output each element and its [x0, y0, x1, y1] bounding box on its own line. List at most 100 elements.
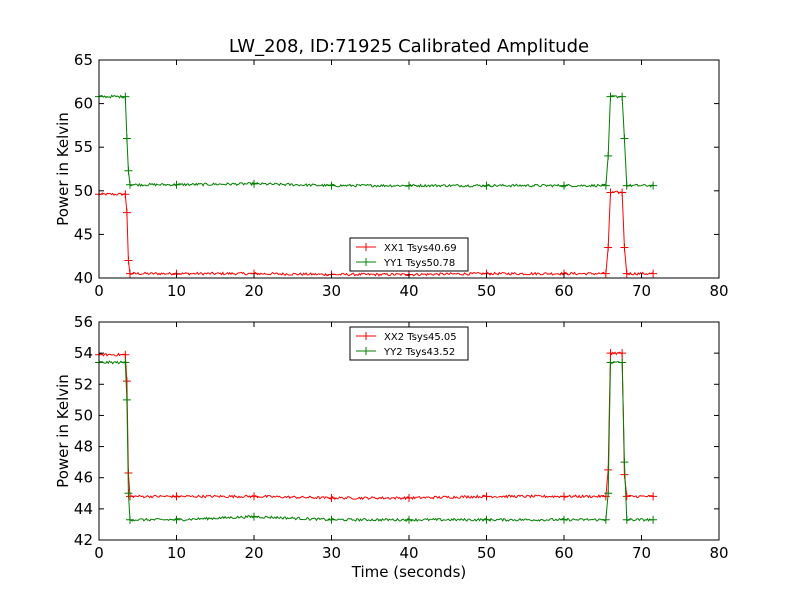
data-point-marker — [122, 134, 131, 143]
x-tick-label: 0 — [94, 544, 104, 562]
data-point-marker — [620, 134, 629, 143]
chart-title: LW_208, ID:71925 Calibrated Amplitude — [229, 36, 589, 57]
x-tick-label: 20 — [244, 282, 263, 300]
y-tick-label: 52 — [74, 375, 93, 393]
data-point-marker — [405, 515, 413, 524]
data-point-marker — [482, 181, 491, 190]
data-point-marker — [250, 512, 258, 521]
legend-box — [349, 237, 469, 272]
data-point-marker — [649, 492, 658, 501]
data-point-marker — [649, 269, 658, 278]
data-point-marker — [172, 180, 181, 189]
legend-label: XX1 Tsys40.69 — [384, 243, 457, 254]
y-tick-label: 56 — [74, 313, 93, 331]
data-point-marker — [649, 181, 658, 190]
data-point-marker — [172, 492, 181, 501]
data-point-marker — [622, 492, 631, 501]
x-tick-label: 10 — [167, 544, 186, 562]
y-tick-label: 48 — [74, 438, 93, 456]
data-point-marker — [124, 256, 133, 265]
data-point-marker — [601, 515, 610, 524]
data-point-marker — [606, 358, 615, 367]
data-point-marker — [482, 515, 491, 524]
y-tick-label: 42 — [74, 531, 93, 549]
legend-marker — [362, 332, 370, 340]
y-tick-label: 45 — [74, 225, 93, 243]
x-tick-label: 80 — [709, 544, 728, 562]
data-point-marker — [560, 515, 568, 524]
data-point-marker — [618, 358, 627, 367]
y-tick-label: 50 — [74, 182, 93, 200]
legend-marker — [362, 347, 370, 355]
data-point-marker — [126, 269, 134, 278]
data-point-marker — [622, 269, 631, 278]
data-point-marker — [620, 458, 629, 467]
data-point-marker — [124, 166, 133, 175]
data-point-marker — [618, 92, 627, 101]
data-point-marker — [122, 208, 131, 217]
data-point-marker — [649, 515, 658, 524]
y-tick-label: 44 — [74, 500, 93, 518]
data-point-marker — [126, 180, 134, 189]
legend-box — [349, 326, 469, 361]
x-tick-label: 30 — [322, 282, 341, 300]
data-point-marker — [250, 492, 258, 501]
data-point-marker — [560, 181, 568, 190]
legend-marker — [362, 243, 370, 251]
y-tick-label: 50 — [74, 406, 93, 424]
data-point-marker — [121, 350, 130, 359]
data-point-marker — [560, 492, 568, 501]
x-tick-label: 70 — [632, 544, 651, 562]
x-tick-label: 70 — [632, 282, 651, 300]
data-point-marker — [172, 515, 181, 524]
legend: XX2 Tsys45.05 YY2 Tsys43.52 — [349, 326, 469, 361]
data-point-marker — [601, 269, 610, 278]
data-point-marker — [121, 358, 130, 367]
data-point-marker — [122, 395, 131, 404]
data-point-marker — [121, 190, 130, 199]
data-point-marker — [622, 515, 631, 524]
data-point-marker — [606, 92, 615, 101]
x-tick-label: 10 — [167, 282, 186, 300]
data-point-marker — [327, 515, 336, 524]
data-point-marker — [620, 243, 629, 252]
data-point-marker — [601, 181, 610, 190]
data-point-marker — [405, 181, 413, 190]
x-tick-label: 40 — [399, 544, 418, 562]
top-subplot: 0 10 20 30 40 50 60 70 80 40 45 50 55 60 65 LW_208, ID:… — [54, 36, 729, 300]
legend-label: YY1 Tsys50.78 — [383, 258, 455, 269]
x-tick-label: 60 — [554, 282, 573, 300]
y-tick-label: 54 — [74, 344, 93, 362]
bottom-subplot: 0 10 20 30 40 50 60 70 80 42 44 46 48 50 52 54 56 Power i… — [54, 313, 729, 581]
x-tick-label: 50 — [477, 544, 496, 562]
x-tick-label: 30 — [322, 544, 341, 562]
data-point-marker — [604, 151, 613, 160]
y-tick-label: 65 — [74, 51, 93, 69]
data-point-marker — [604, 243, 613, 252]
y-tick-label: 46 — [74, 469, 93, 487]
data-point-marker — [606, 188, 615, 197]
legend: XX1 Tsys40.69 YY1 Tsys50.78 — [349, 237, 469, 272]
y-tick-label: 60 — [74, 95, 93, 113]
y-tick-label: 40 — [74, 269, 93, 287]
data-point-marker — [604, 489, 613, 498]
data-point-marker — [124, 489, 133, 498]
y-axis-label: Power in Kelvin — [54, 112, 72, 226]
legend-marker — [362, 258, 370, 266]
data-point-marker — [405, 493, 413, 502]
x-axis-label: Time (seconds) — [351, 563, 467, 581]
x-tick-label: 40 — [399, 282, 418, 300]
legend-label: XX2 Tsys45.05 — [384, 332, 457, 343]
x-tick-label: 60 — [554, 544, 573, 562]
x-tick-label: 50 — [477, 282, 496, 300]
data-point-marker — [482, 492, 491, 501]
x-tick-label: 0 — [94, 282, 104, 300]
data-point-marker — [250, 179, 258, 188]
data-point-marker — [618, 188, 627, 197]
series-line-yy1 — [99, 94, 654, 188]
data-point-marker — [622, 181, 631, 190]
data-point-marker — [122, 377, 131, 386]
data-point-marker — [606, 349, 615, 358]
